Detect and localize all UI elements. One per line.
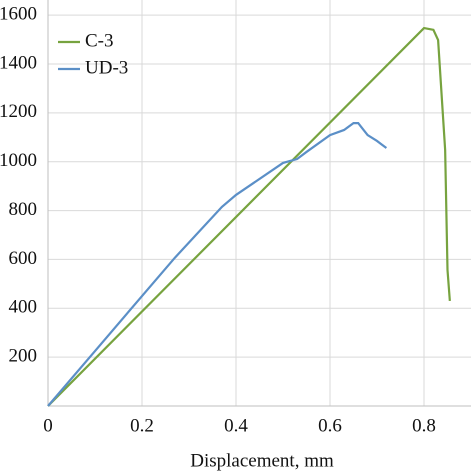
y-tick-label: 1000 [0, 150, 37, 171]
y-tick-label: 600 [9, 248, 38, 269]
x-tick-label: 0.2 [130, 415, 154, 436]
y-tick-label: 200 [9, 346, 38, 367]
y-tick-label: 400 [9, 297, 38, 318]
x-tick-label: 0.8 [412, 415, 436, 436]
y-tick-label: 1600 [0, 4, 37, 25]
legend-label: UD-3 [85, 57, 128, 78]
y-tick-label: 1400 [0, 52, 37, 73]
data-line [47, 26, 451, 407]
data-line [47, 122, 388, 407]
x-tick-label: 0.4 [224, 415, 248, 436]
legend-label: C-3 [85, 30, 114, 51]
x-tick-label: 0.6 [318, 415, 342, 436]
x-tick-label: 0 [43, 415, 53, 436]
y-tick-label: 800 [9, 199, 38, 220]
x-axis-label: Displacement, mm [190, 450, 334, 471]
y-tick-label: 1200 [0, 101, 37, 122]
